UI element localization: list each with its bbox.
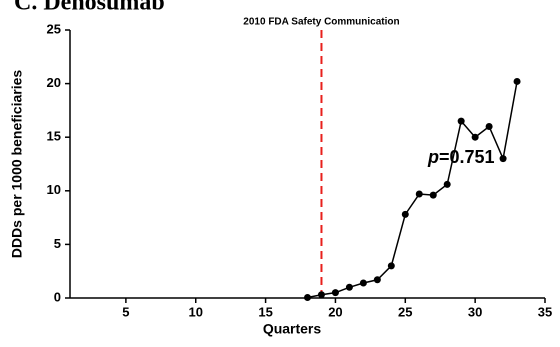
point <box>359 279 367 287</box>
point <box>317 291 325 299</box>
point <box>429 191 437 199</box>
x-tick-label: 10 <box>189 304 203 319</box>
y-tick-label: 25 <box>47 21 61 36</box>
x-tick-label: 20 <box>328 304 342 319</box>
point <box>485 122 493 130</box>
x-tick-label: 25 <box>398 304 412 319</box>
x-axis-label: Quarters <box>263 321 322 337</box>
y-tick-label: 0 <box>54 289 61 304</box>
point <box>345 283 353 291</box>
point <box>331 289 339 297</box>
point <box>513 77 521 85</box>
series-line <box>307 81 518 299</box>
y-tick-label: 5 <box>54 236 61 251</box>
x-tick-label: 15 <box>258 304 272 319</box>
p-annotation: p=0.751 <box>427 147 495 167</box>
y-axis-label: DDDs per 1000 beneficiaries <box>9 70 25 259</box>
y-tick-label: 15 <box>47 129 61 144</box>
point <box>443 180 451 188</box>
point <box>471 133 479 141</box>
point <box>373 276 381 284</box>
point <box>457 117 465 125</box>
chart-title: C. Denosumab <box>14 0 165 16</box>
point <box>304 293 311 301</box>
point <box>401 210 409 218</box>
x-tick-label: 30 <box>468 304 482 319</box>
p-value: =0.751 <box>439 147 495 167</box>
point <box>415 190 423 198</box>
y-tick-label: 10 <box>47 182 61 197</box>
point <box>387 262 395 270</box>
event-label: 2010 FDA Safety Communication <box>243 17 399 28</box>
p-symbol: p <box>427 147 439 167</box>
point <box>499 155 507 163</box>
y-tick-label: 20 <box>47 75 61 90</box>
x-tick-label: 5 <box>122 304 129 319</box>
x-tick-label: 35 <box>538 304 552 319</box>
